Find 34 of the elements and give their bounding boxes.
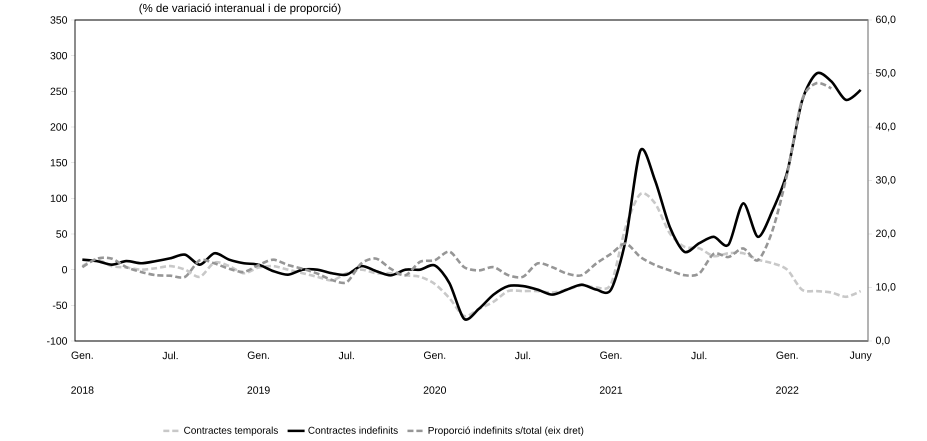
x-tick-label: Jul. xyxy=(162,352,178,360)
y2-tick-label: 50,0 xyxy=(876,69,896,78)
y-tick-label: -100 xyxy=(47,337,68,345)
category-label: Gen. 2022 xyxy=(776,352,798,394)
line-series xyxy=(81,72,862,321)
y-tick-label: 350 xyxy=(50,16,68,24)
y-tick-label: 200 xyxy=(50,123,68,131)
category-label: Gen. 2019 xyxy=(247,352,270,394)
y2-tick-label: 0,0 xyxy=(876,336,890,346)
category-label: Gen. 2018 xyxy=(71,352,94,394)
category-label: Gen. 2021 xyxy=(600,352,622,394)
chart-subtitle: (% de variació interanual i de proporció) xyxy=(139,4,340,14)
line-series xyxy=(81,82,833,284)
y-tick-label: 50 xyxy=(56,230,68,238)
x-tick-label: Jul. xyxy=(338,352,354,360)
y-tick-label: 150 xyxy=(50,158,68,166)
y2-tick-label: 20,0 xyxy=(876,230,896,238)
y2-tick-label: 40,0 xyxy=(876,122,896,132)
x-tick-label: Jul. xyxy=(514,352,530,360)
line-series xyxy=(81,192,862,318)
y-tick-label: 0 xyxy=(62,266,68,274)
x-tick-label: Juny xyxy=(850,352,872,361)
y-tick-label: 250 xyxy=(50,88,68,96)
y2-tick-label: 30,0 xyxy=(876,176,896,185)
legend-label: Proporció indefinits s/total (eix dret) xyxy=(428,426,584,436)
y-tick-label: 100 xyxy=(50,194,68,202)
y2-tick-label: 60,0 xyxy=(876,16,896,24)
x-tick-label: Jul. xyxy=(691,352,706,360)
category-label: Gen. 2020 xyxy=(424,352,446,394)
legend-label: Contractes indefinits xyxy=(308,426,398,434)
legend-label: Contractes temporals xyxy=(184,426,278,436)
y2-tick-label: 10,0 xyxy=(876,283,896,292)
y-tick-label: 300 xyxy=(50,52,68,60)
y-tick-label: -50 xyxy=(52,302,68,310)
